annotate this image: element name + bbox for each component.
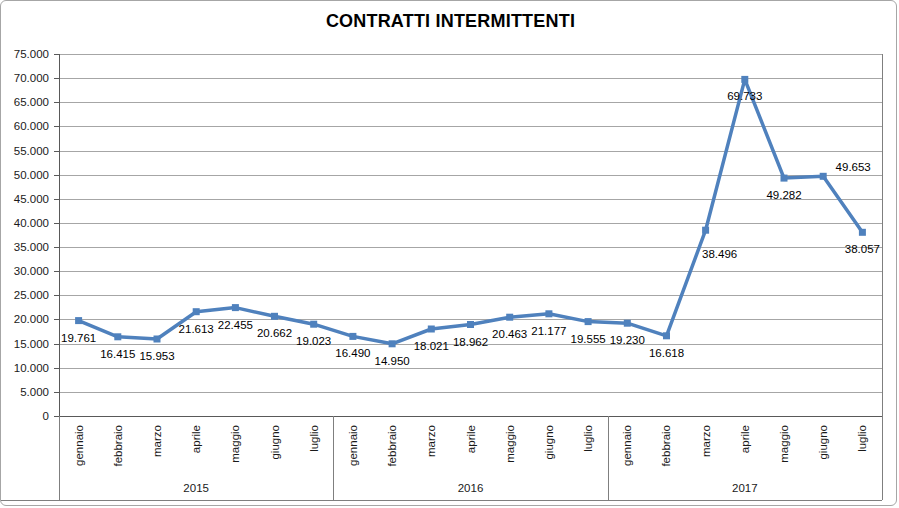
month-label: maggio [778,425,790,463]
data-point-marker [428,326,435,333]
data-point-label: 19.761 [61,332,96,344]
month-label: aprile [465,425,477,453]
data-point-marker [349,333,356,340]
data-point-label: 20.662 [257,327,292,339]
month-label: febbraio [386,425,398,467]
data-point-marker [232,304,239,311]
data-point-marker [467,321,474,328]
month-label: giugno [269,425,281,460]
data-series: 19.761 16.415 15.953 21.613 22.455 20.662 19.0… [61,76,880,367]
category-axis: gennaio febbraio marzo aprile maggio giugno lu… [1,416,883,501]
data-point-label: 16.490 [335,347,370,359]
data-point-marker [663,332,670,339]
y-axis: 0 5.000 10.000 15.000 20.000 25.000 30.000 35.0… [14,48,883,422]
y-tick-label: 70.000 [14,72,49,84]
y-tick-label: 65.000 [14,96,49,108]
month-label: aprile [190,425,202,453]
data-point-label: 21.613 [179,323,214,335]
data-point-label: 15.953 [139,350,174,362]
data-point-marker [506,314,513,321]
data-point-label: 19.230 [610,334,645,346]
year-label: 2016 [458,482,484,494]
month-label: marzo [151,425,163,457]
data-point-label: 38.496 [702,248,737,260]
y-tick-label: 0 [43,410,49,422]
data-point-label: 38.057 [845,243,880,255]
chart-frame: CONTRATTI INTERMITTENTI 05.00010.00015.0… [0,0,897,506]
data-point-label: 19.023 [296,335,331,347]
month-label: giugno [817,425,829,460]
series-line [79,79,863,343]
month-label: febbraio [660,425,672,467]
month-label: gennaio [73,425,85,466]
data-point-label: 49.653 [836,161,871,173]
data-point-label: 14.950 [375,355,410,367]
year-label: 2015 [183,482,209,494]
data-point-marker [154,336,161,343]
y-tick-label: 15.000 [14,338,49,350]
data-point-label: 16.618 [649,347,684,359]
y-tick-label: 30.000 [14,265,49,277]
data-point-label: 19.555 [571,333,606,345]
data-point-marker [114,333,121,340]
month-label: maggio [229,425,241,463]
data-point-marker [859,229,866,236]
month-label: giugno [543,425,555,460]
month-label: gennaio [621,425,633,466]
data-point-marker [389,340,396,347]
year-label: 2017 [732,482,758,494]
data-point-label: 69.733 [727,90,762,102]
data-point-label: 20.463 [492,328,527,340]
y-tick-label: 20.000 [14,313,49,325]
data-point-marker [310,321,317,328]
y-tick-label: 5.000 [20,386,49,398]
month-label: aprile [739,425,751,453]
month-label: maggio [504,425,516,463]
data-point-marker [624,320,631,327]
y-tick-label: 10.000 [14,362,49,374]
month-label: luglio [582,425,594,452]
data-point-label: 21.177 [531,325,566,337]
month-label: luglio [308,425,320,452]
y-tick-label: 55.000 [14,145,49,157]
y-tick-label: 35.000 [14,241,49,253]
data-point-marker [781,175,788,182]
data-point-marker [193,308,200,315]
data-point-marker [820,173,827,180]
month-label: febbraio [112,425,124,467]
month-label: gennaio [347,425,359,466]
data-point-marker [545,310,552,317]
y-tick-label: 50.000 [14,169,49,181]
line-chart: 0 5.000 10.000 15.000 20.000 25.000 30.000 35.0… [1,1,899,508]
y-tick-label: 75.000 [14,48,49,60]
data-point-marker [271,313,278,320]
y-tick-label: 40.000 [14,217,49,229]
data-point-marker [741,76,748,83]
data-point-label: 22.455 [218,319,253,331]
month-label: marzo [700,425,712,457]
data-point-label: 18.962 [453,336,488,348]
data-point-marker [75,317,82,324]
data-point-label: 16.415 [100,348,135,360]
y-tick-label: 60.000 [14,120,49,132]
y-tick-label: 45.000 [14,193,49,205]
data-point-marker [585,318,592,325]
data-point-label: 18.021 [414,340,449,352]
data-point-marker [702,227,709,234]
data-point-label: 49.282 [766,189,801,201]
y-tick-label: 25.000 [14,289,49,301]
month-label: luglio [856,425,868,452]
month-label: marzo [425,425,437,457]
